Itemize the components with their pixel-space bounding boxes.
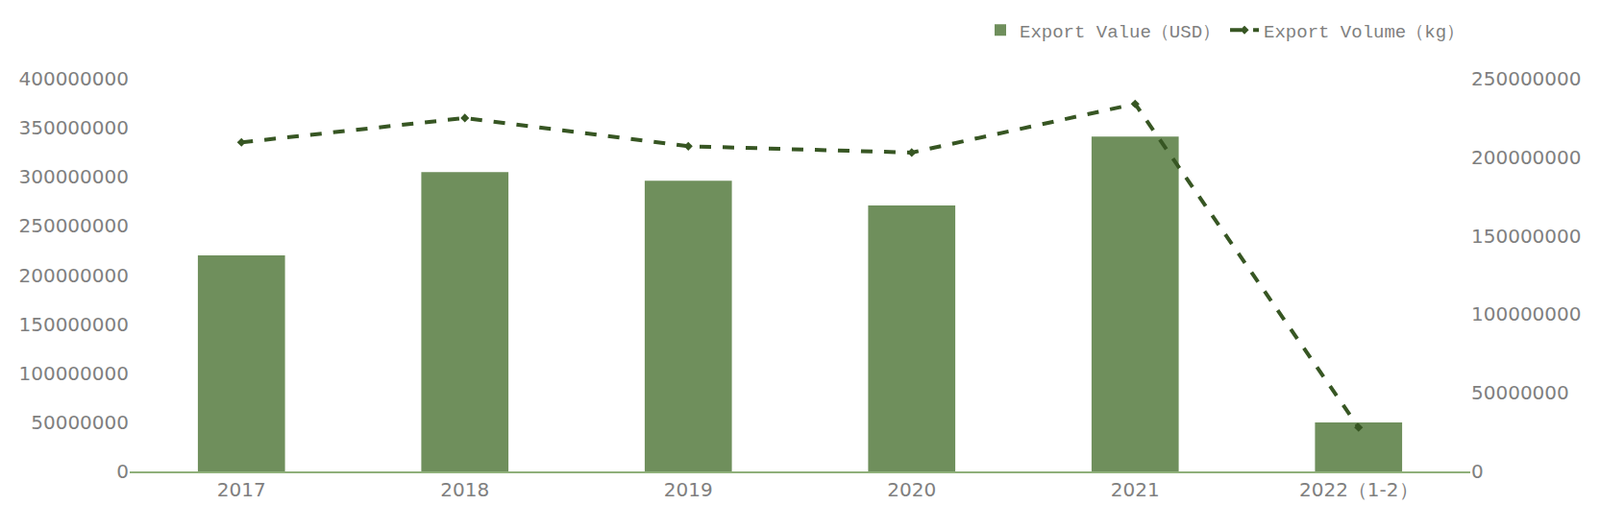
svg-text:2022（1-2）: 2022（1-2） [1299, 478, 1419, 502]
svg-text:250000000: 250000000 [1471, 67, 1582, 91]
svg-text:0: 0 [1471, 460, 1484, 484]
svg-text:200000000: 200000000 [1471, 146, 1582, 170]
svg-text:2017: 2017 [217, 478, 267, 502]
svg-text:200000000: 200000000 [18, 264, 129, 288]
svg-text:150000000: 150000000 [18, 313, 129, 337]
svg-text:50000000: 50000000 [1471, 381, 1570, 405]
svg-text:100000000: 100000000 [1471, 302, 1582, 326]
svg-text:400000000: 400000000 [18, 67, 129, 91]
svg-text:2021: 2021 [1110, 478, 1160, 502]
svg-text:0: 0 [116, 460, 129, 484]
svg-text:Export Volume（kg）: Export Volume（kg） [1263, 22, 1465, 44]
svg-text:150000000: 150000000 [1471, 224, 1582, 248]
svg-text:350000000: 350000000 [18, 116, 129, 140]
svg-text:50000000: 50000000 [30, 411, 129, 435]
svg-text:Export Value（USD）: Export Value（USD） [1019, 22, 1221, 44]
svg-text:300000000: 300000000 [18, 165, 129, 189]
svg-text:100000000: 100000000 [18, 362, 129, 386]
svg-text:2019: 2019 [664, 478, 714, 502]
svg-text:250000000: 250000000 [18, 214, 129, 238]
svg-text:2018: 2018 [440, 478, 490, 502]
svg-text:2020: 2020 [886, 478, 936, 502]
